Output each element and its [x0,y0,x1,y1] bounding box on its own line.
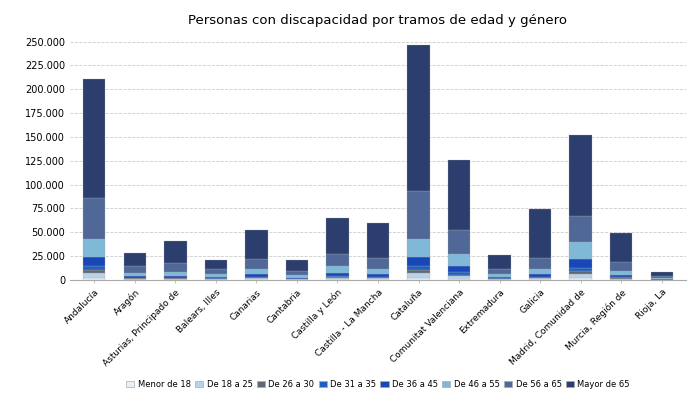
Bar [326,218,349,254]
Bar [529,278,552,280]
Bar [489,277,511,278]
Bar [367,274,389,276]
Bar [610,234,632,262]
Bar [124,279,146,280]
Bar [164,272,186,276]
Bar [407,45,430,191]
Bar [448,160,470,230]
Bar [204,278,227,279]
Bar [245,278,267,280]
Bar [245,276,267,278]
Bar [164,264,186,272]
Bar [529,274,552,277]
Bar [367,278,389,280]
Bar [448,276,470,279]
Bar [529,277,552,278]
Bar [286,275,308,278]
Bar [610,279,632,280]
Bar [326,276,349,277]
Bar [124,266,146,272]
Bar [448,279,470,280]
Bar [489,278,511,279]
Bar [529,269,552,274]
Bar [407,273,430,278]
Bar [529,258,552,269]
Bar [83,278,106,280]
Bar [245,230,267,259]
Bar [570,274,592,278]
Bar [83,257,106,266]
Bar [407,257,430,266]
Bar [489,269,511,274]
Title: Personas con discapacidad por tramos de edad y género: Personas con discapacidad por tramos de … [188,14,568,27]
Bar [326,277,349,278]
Bar [204,277,227,278]
Bar [448,274,470,276]
Bar [286,279,308,280]
Bar [83,198,106,238]
Bar [570,216,592,242]
Bar [610,278,632,279]
Bar [286,271,308,275]
Bar [570,278,592,280]
Bar [367,223,389,258]
Bar [407,266,430,270]
Bar [407,238,430,257]
Bar [204,270,227,274]
Bar [650,272,673,276]
Bar [83,270,106,273]
Bar [610,262,632,271]
Bar [570,260,592,268]
Bar [367,258,389,269]
Bar [326,279,349,280]
Bar [326,278,349,279]
Bar [326,273,349,276]
Bar [286,278,308,279]
Bar [245,259,267,269]
Bar [610,275,632,277]
Bar [448,254,470,266]
Bar [204,260,227,270]
Bar [529,209,552,258]
Bar [489,254,511,269]
Bar [448,266,470,272]
Bar [489,274,511,277]
Bar [124,278,146,279]
Bar [489,279,511,280]
Bar [326,266,349,273]
Bar [164,240,186,264]
Bar [407,278,430,280]
Bar [124,276,146,278]
Bar [204,274,227,277]
Bar [124,272,146,276]
Bar [367,276,389,278]
Bar [448,272,470,274]
Bar [610,277,632,278]
Bar [570,136,592,216]
Bar [164,276,186,278]
Bar [448,230,470,254]
Bar [326,254,349,266]
Bar [570,272,592,274]
Bar [83,266,106,270]
Bar [83,273,106,278]
Bar [83,79,106,198]
Bar [570,268,592,272]
Bar [83,238,106,257]
Legend: Menor de 18, De 18 a 25, De 26 a 30, De 31 a 35, De 36 a 45, De 46 a 55, De 56 a: Menor de 18, De 18 a 25, De 26 a 30, De … [125,378,631,391]
Bar [245,274,267,276]
Bar [570,242,592,260]
Bar [650,276,673,278]
Bar [124,252,146,266]
Bar [407,191,430,238]
Bar [650,278,673,279]
Bar [610,271,632,275]
Bar [407,270,430,273]
Bar [286,260,308,271]
Bar [164,278,186,279]
Bar [204,279,227,280]
Bar [245,269,267,274]
Bar [367,269,389,274]
Bar [164,279,186,280]
